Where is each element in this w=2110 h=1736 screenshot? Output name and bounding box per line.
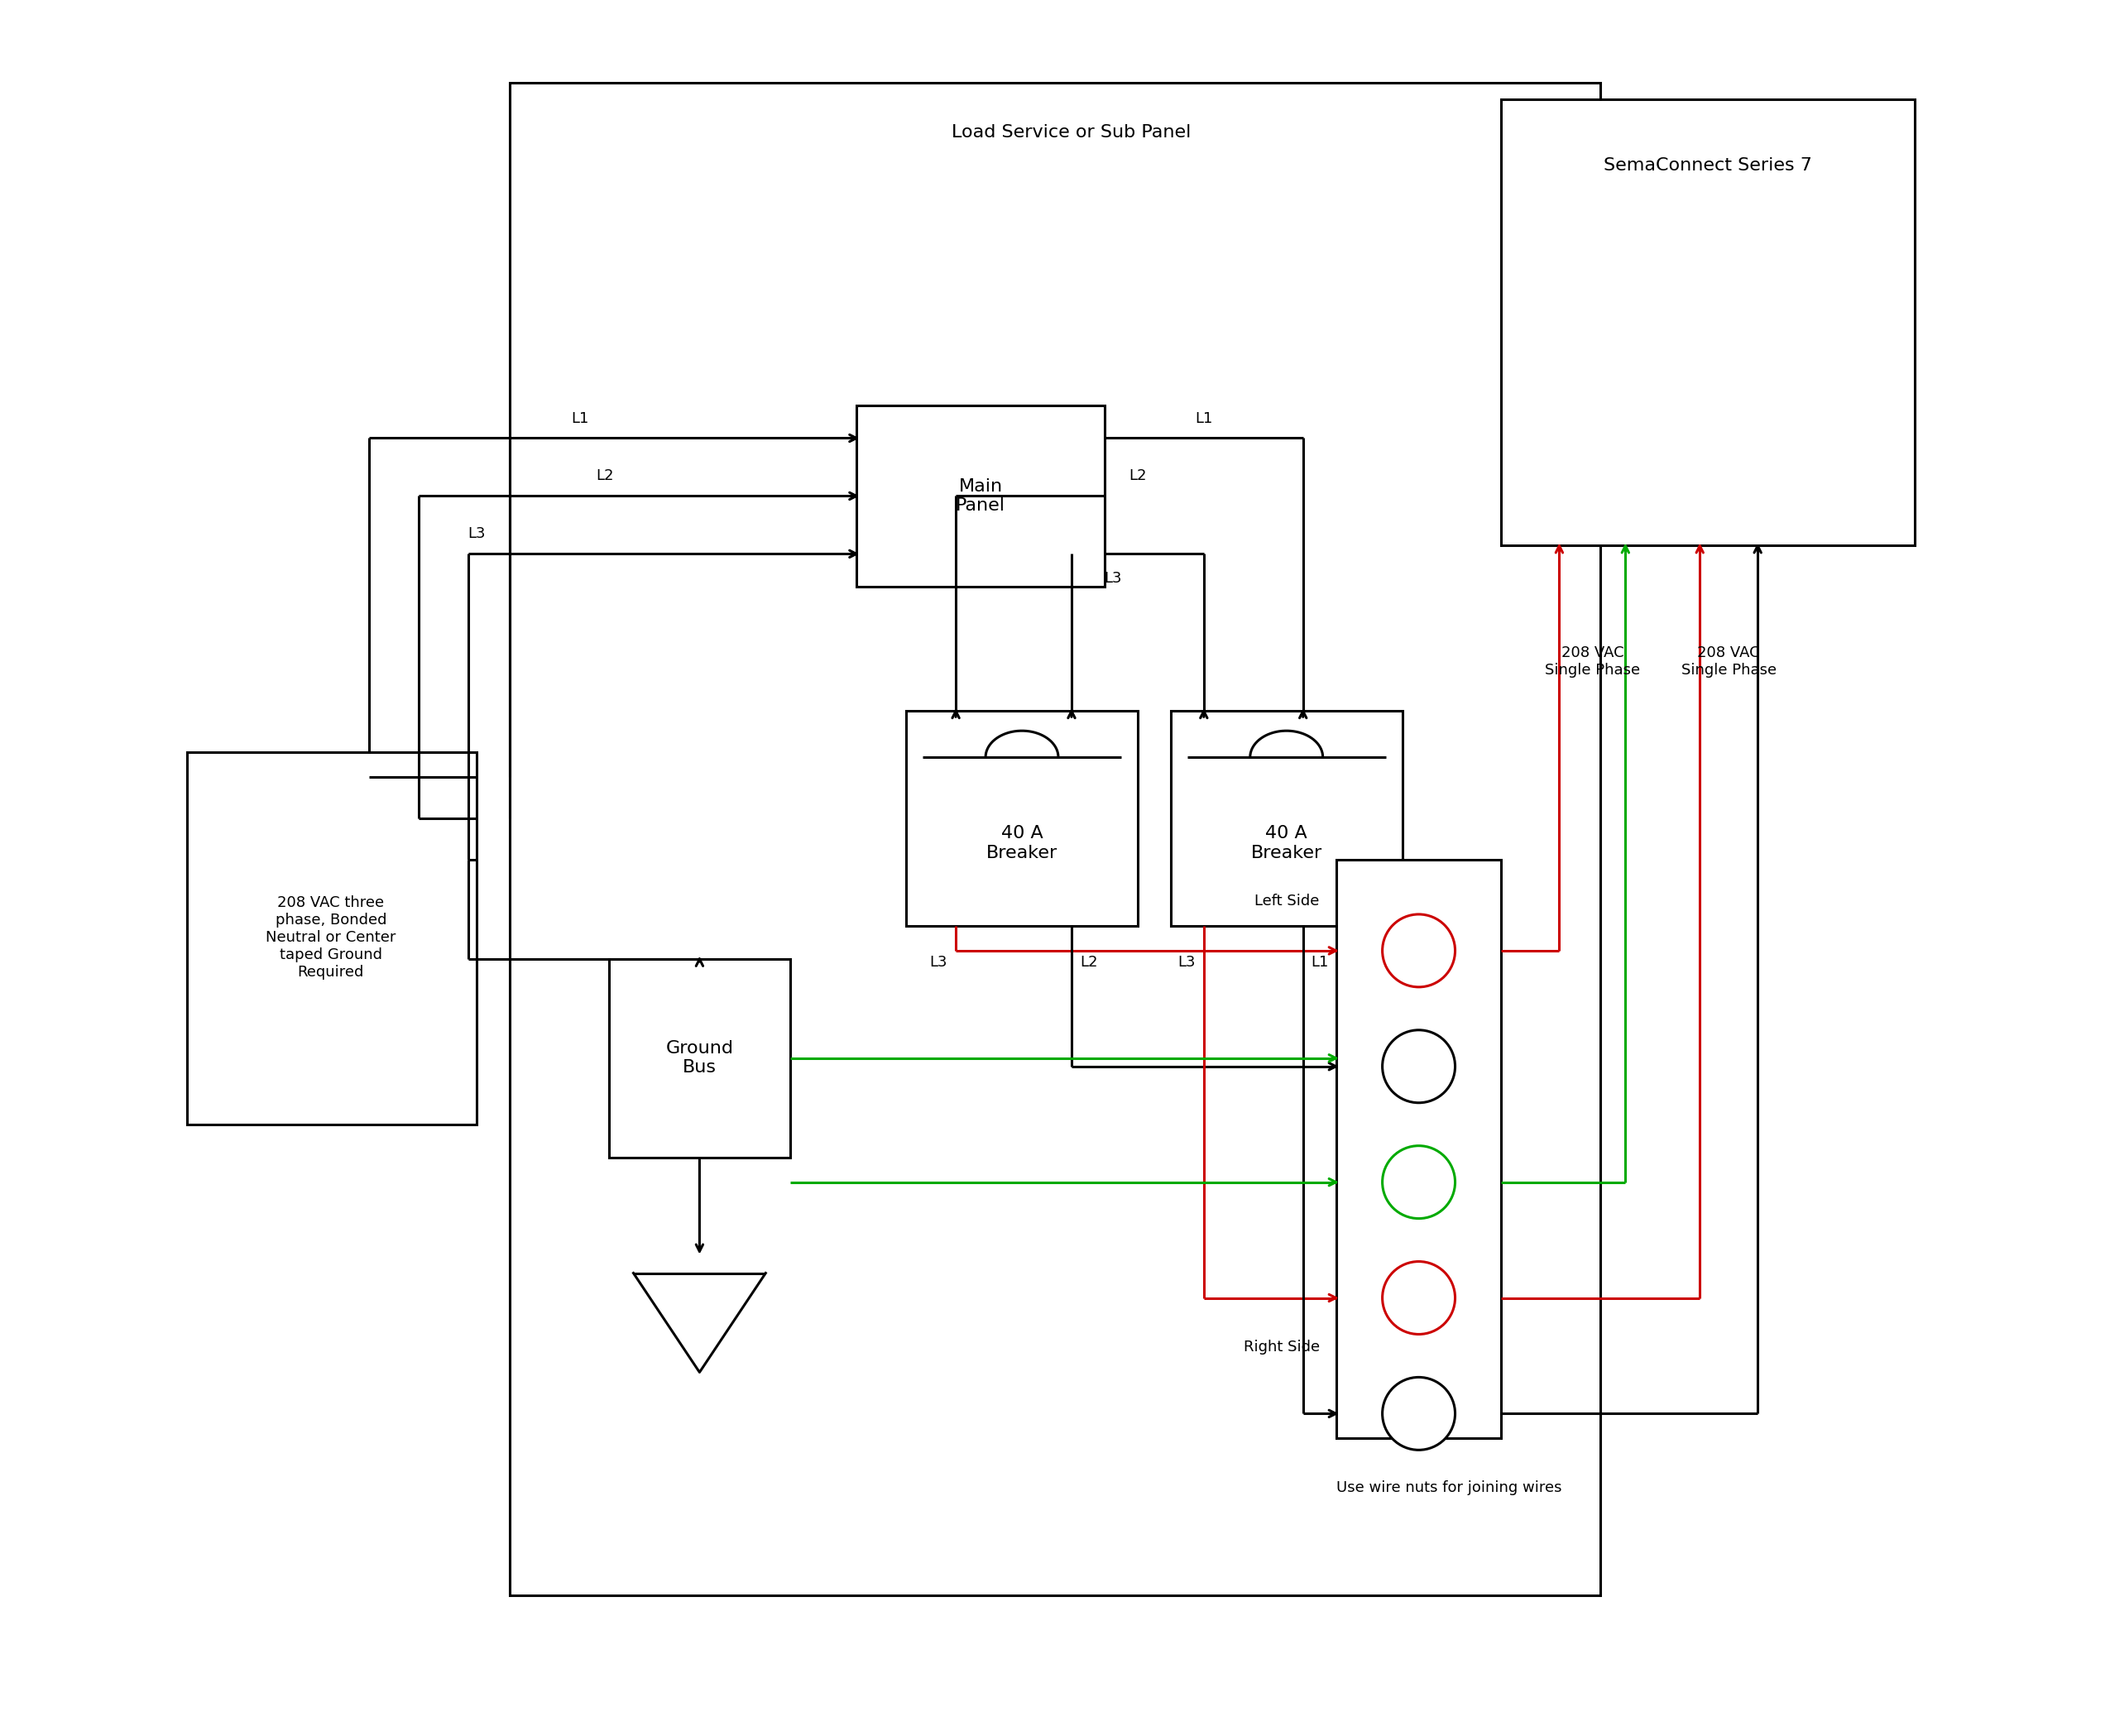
Text: L2: L2 [1129,469,1146,484]
Text: Ground
Bus: Ground Bus [665,1040,734,1076]
Circle shape [1382,1029,1456,1102]
Text: L2: L2 [595,469,614,484]
Text: L3: L3 [468,526,485,542]
Text: Main
Panel: Main Panel [956,477,1006,514]
Circle shape [1382,915,1456,988]
Circle shape [1382,1146,1456,1219]
Text: 208 VAC three
phase, Bonded
Neutral or Center
taped Ground
Required: 208 VAC three phase, Bonded Neutral or C… [266,896,397,979]
Text: L1: L1 [1310,955,1329,970]
Text: 40 A
Breaker: 40 A Breaker [985,825,1057,861]
Text: 208 VAC
Single Phase: 208 VAC Single Phase [1682,646,1777,677]
Bar [608,958,791,1158]
Text: L3: L3 [1104,571,1123,587]
Text: 40 A
Breaker: 40 A Breaker [1251,825,1323,861]
Bar [509,83,1601,1595]
Text: Load Service or Sub Panel: Load Service or Sub Panel [952,123,1192,141]
Text: Right Side: Right Side [1243,1340,1319,1354]
Bar [1502,99,1914,545]
Text: Use wire nuts for joining wires: Use wire nuts for joining wires [1336,1481,1561,1495]
Text: L3: L3 [931,955,947,970]
Bar [1336,859,1502,1439]
Circle shape [1382,1262,1456,1335]
Bar [905,712,1137,925]
Text: 208 VAC
Single Phase: 208 VAC Single Phase [1545,646,1639,677]
Circle shape [1382,1377,1456,1450]
Bar [857,404,1106,587]
Text: L1: L1 [1194,411,1213,425]
Text: Left Side: Left Side [1255,894,1319,908]
Bar [1171,712,1403,925]
Text: L1: L1 [572,411,589,425]
Text: L2: L2 [1080,955,1097,970]
Text: SemaConnect Series 7: SemaConnect Series 7 [1604,156,1812,174]
Text: L3: L3 [1177,955,1196,970]
Bar [188,752,477,1125]
